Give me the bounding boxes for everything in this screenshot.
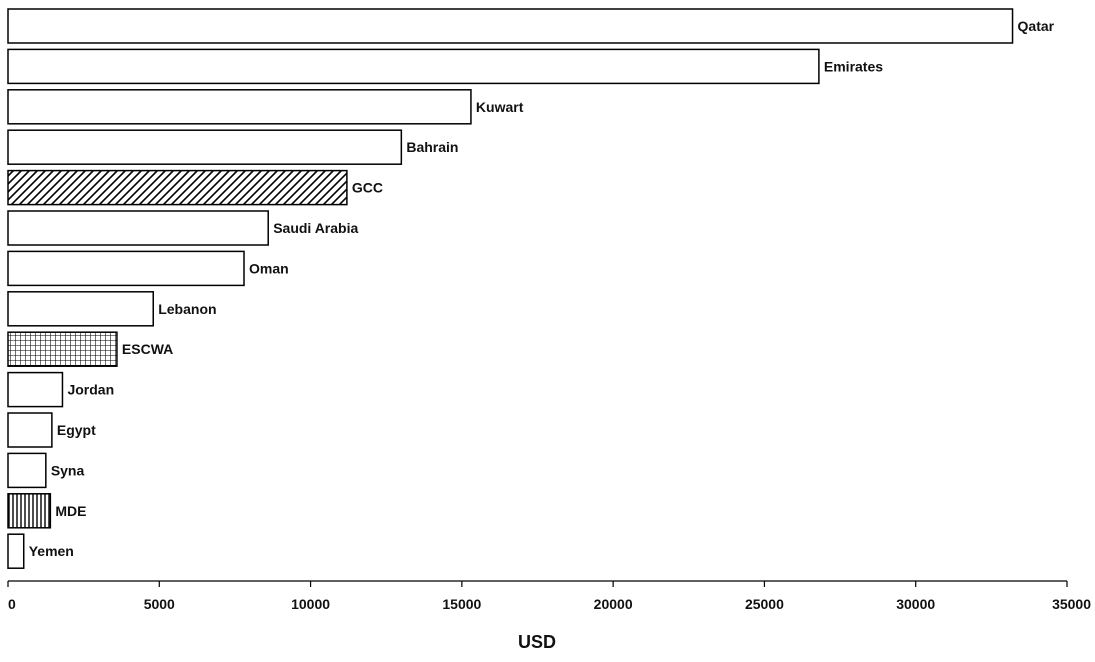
bar-qatar xyxy=(7,8,1014,44)
bars-layer: Qatar Emirates Kuwart Bahrain GCC Saudi Arabi… xyxy=(7,8,1055,569)
x-tick-label: 30000 xyxy=(896,596,935,612)
bar-label: Qatar xyxy=(1018,18,1055,34)
bar-egypt xyxy=(7,412,53,448)
x-axis-title: USD xyxy=(518,632,556,652)
bar-label: Jordan xyxy=(67,382,114,398)
bar-label: Oman xyxy=(249,260,289,276)
bar-label: Emirates xyxy=(824,58,883,74)
bar-escwa xyxy=(7,331,118,367)
bar-bahrain xyxy=(7,129,403,165)
bar-label: ESCWA xyxy=(122,341,173,357)
bar-label: Lebanon xyxy=(158,301,216,317)
bar-label: Kuwart xyxy=(476,99,524,115)
bar-jordan xyxy=(7,371,64,408)
bar-label: Syna xyxy=(51,462,85,478)
bar-label: GCC xyxy=(352,180,383,196)
bar-yemen xyxy=(7,533,25,569)
bar-label: MDE xyxy=(55,503,86,519)
x-tick-label: 25000 xyxy=(745,596,784,612)
bar-saudi-arabia xyxy=(7,210,269,246)
bar-syna xyxy=(7,452,47,489)
x-tick-label: 10000 xyxy=(291,596,330,612)
x-tick-label: 15000 xyxy=(442,596,481,612)
x-tick-label: 0 xyxy=(8,596,16,612)
bar-mde xyxy=(7,493,52,529)
bar-label: Bahrain xyxy=(406,139,458,155)
bar-lebanon xyxy=(7,291,154,327)
x-tick-label: 5000 xyxy=(144,596,175,612)
bar-gcc xyxy=(7,169,348,206)
bar-label: Yemen xyxy=(29,543,74,559)
bar-emirates xyxy=(7,48,820,85)
bar-oman xyxy=(7,250,245,287)
x-tick-label: 20000 xyxy=(594,596,633,612)
bar-kuwart xyxy=(7,89,472,125)
x-tick-label: 35000 xyxy=(1052,596,1091,612)
x-axis: 0 5000 10000 15000 20000 25000 30000 35000 xyxy=(7,580,1091,612)
bar-label: Egypt xyxy=(57,422,96,438)
bar-label: Saudi Arabia xyxy=(273,220,358,236)
